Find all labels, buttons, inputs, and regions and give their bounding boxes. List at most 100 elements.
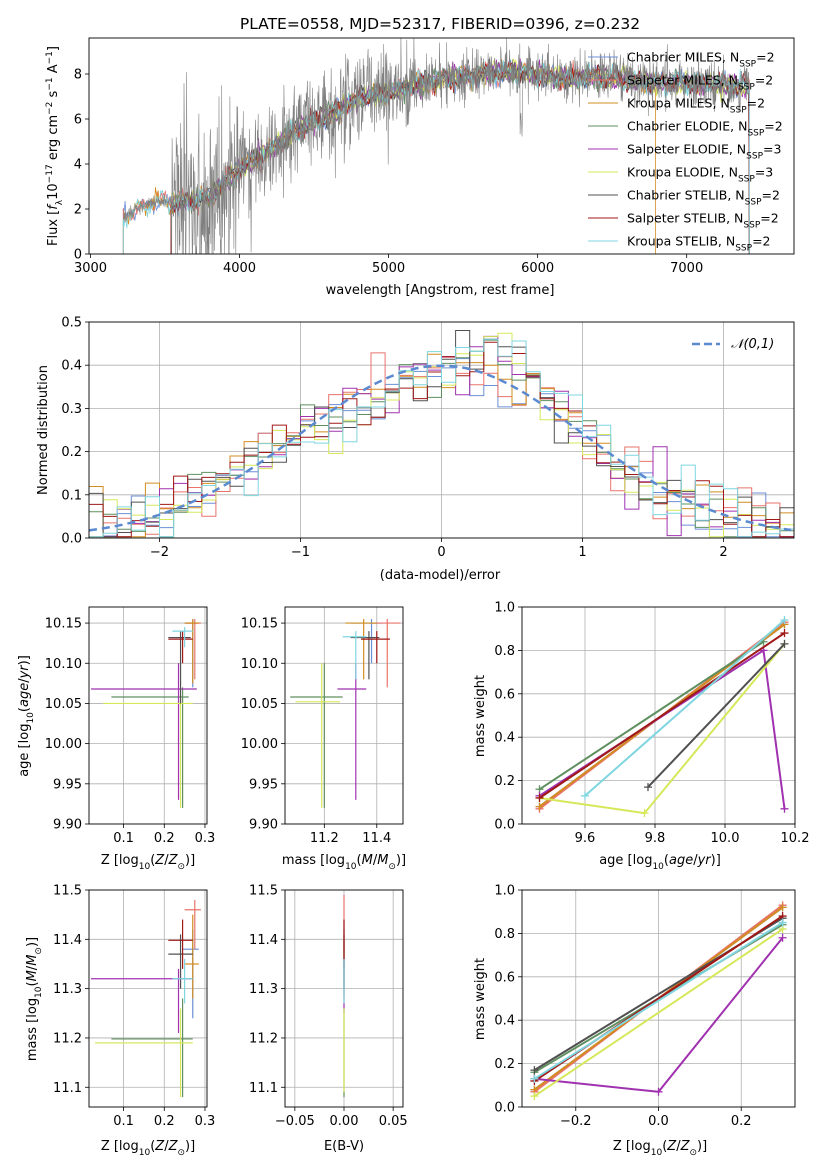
y-axis-label-part: 10	[46, 183, 61, 200]
x-axis-label: (data-model)/error	[380, 568, 501, 583]
x-tick-label: 10.2	[781, 831, 810, 846]
legend-entry: Salpeter STELIB, NSSP=2	[627, 211, 779, 231]
legend-entry-label: Chabrier MILES, N	[627, 50, 739, 65]
y-tick-label: 0.8	[494, 927, 515, 942]
x-axis-label-part: 10	[651, 1148, 663, 1158]
x-axis-label-part: /	[164, 853, 169, 868]
x-tick-label: 0.0	[648, 1114, 669, 1129]
y-axis-label: Normed distribution	[36, 365, 51, 495]
x-axis-label: age [log10(age/yr)]	[599, 853, 721, 872]
x-axis-label: mass [log10(M/M⊙)]	[282, 853, 406, 872]
weight-marker	[644, 783, 652, 792]
x-axis-label-part: Z	[154, 853, 165, 868]
y-tick-label: 11.4	[53, 933, 82, 948]
x-tick-label: 0.00	[330, 1114, 359, 1129]
y-axis-label-part: yr	[17, 664, 32, 680]
y-axis-label: mass weight	[473, 958, 488, 1040]
x-axis-label-part: /	[693, 853, 698, 868]
x-axis-label-part: 10	[652, 862, 664, 872]
y-tick-label: 0.2	[61, 445, 82, 460]
y-tick-label: 0.2	[494, 1057, 515, 1072]
x-axis-label-part: Z	[666, 1139, 677, 1154]
weight-series-line	[647, 643, 786, 788]
x-axis-label-part: /	[373, 853, 378, 868]
y-axis-label-part: f	[46, 203, 61, 210]
x-tick-label: 0.1	[113, 1114, 134, 1129]
legend-entry: Salpeter MILES, NSSP=2	[627, 73, 773, 93]
y-tick-label: 0.8	[494, 644, 515, 659]
y-tick-label: 11.3	[53, 982, 82, 997]
x-tick-label: −0.2	[560, 1114, 592, 1129]
weight-vs-Z-axes: −0.2 0.0 0.20.00.20.40.60.81.0Z [log10(Z/Z…	[473, 884, 796, 1158]
age-vs-mass-frame	[284, 606, 404, 825]
y-axis-label-part: ]	[46, 46, 61, 51]
residuals-plot-area	[89, 322, 794, 538]
x-axis-label-part: 10	[139, 1148, 151, 1158]
y-axis-label: age [log10(age/yr)]	[17, 655, 36, 777]
y-tick-label: 10.05	[45, 697, 82, 712]
y-axis-label-part: M	[25, 970, 40, 981]
y-tick-label: 11.3	[249, 982, 278, 997]
y-tick-label: 11.1	[249, 1081, 278, 1096]
y-tick-label: 11.5	[249, 884, 278, 899]
x-tick-label: 11.4	[362, 831, 391, 846]
y-tick-label: 0.6	[494, 970, 515, 985]
age-vs-Z-frame	[88, 606, 208, 825]
weight-vs-Z-frame	[521, 889, 796, 1108]
legend-entry-label: Salpeter ELODIE, N	[627, 142, 746, 157]
y-axis-label-part: 10	[26, 712, 36, 724]
mass-vs-ebv-plot-area	[285, 890, 403, 1107]
x-axis-label-part: )]	[711, 853, 721, 868]
x-tick-label: 0.3	[195, 1114, 216, 1129]
y-tick-label: 0.6	[494, 687, 515, 702]
weight-vs-age-axes: 9.6 9.8 10.0 10.2 0.0 0.2 0.4 0.6 0.8 1.0 age [log…	[473, 601, 809, 873]
x-tick-label: 10.0	[711, 831, 740, 846]
x-axis-label-part: (	[150, 853, 155, 868]
x-axis-label-part: 10	[139, 862, 151, 872]
spectrum-data-line	[123, 38, 750, 254]
y-tick-label: 10.15	[45, 617, 82, 632]
y-tick-label: 0.4	[61, 359, 82, 374]
x-tick-label: 4000	[223, 261, 256, 276]
x-axis-label: E(B-V)	[324, 1139, 364, 1154]
x-axis-label-part: (	[662, 1139, 667, 1154]
legend-entry: Kroupa STELIB, NSSP=2	[627, 234, 771, 254]
x-tick-label: 3000	[74, 261, 107, 276]
figure-title: PLATE=0558, MJD=52317, FIBERID=0396, z=0…	[240, 15, 640, 33]
x-axis-label-part: Z [log	[101, 853, 139, 868]
x-axis-label-part: ⊙	[177, 1148, 185, 1158]
y-tick-label: 8	[74, 68, 82, 83]
x-axis-label-part: age [log	[599, 853, 652, 868]
y-tick-label: 11.5	[53, 884, 82, 899]
weight-marker	[778, 903, 787, 912]
weight-marker	[530, 1066, 539, 1075]
mass-vs-ebv-frame	[284, 889, 404, 1108]
y-tick-label: 1.0	[494, 884, 515, 899]
x-axis-label-part: Z	[154, 1139, 165, 1154]
y-axis-label-part: Flux [	[46, 210, 61, 246]
y-axis-label-part: s	[46, 90, 61, 101]
legend-entry-sub: SSP	[730, 106, 747, 116]
y-tick-label: 0.5	[61, 316, 82, 331]
x-axis-label: Z [log10(Z/Z⊙)]	[101, 853, 195, 872]
x-axis-label-part: M	[377, 853, 388, 868]
y-tick-label: 0.4	[494, 731, 515, 746]
weight-marker	[581, 791, 589, 800]
x-tick-label: 9.8	[645, 831, 666, 846]
gaussian-curve	[89, 364, 792, 532]
x-axis-label-part: Z	[168, 1139, 179, 1154]
x-tick-label: 9.6	[575, 831, 596, 846]
legend-entry-label: Salpeter MILES, N	[627, 73, 738, 88]
y-axis-label-part: 10	[34, 986, 44, 998]
y-axis-label-part: /	[17, 678, 32, 683]
x-tick-label: 0.2	[731, 1114, 752, 1129]
legend-entry-suffix: =2	[755, 73, 773, 88]
legend-entry-sub: SSP	[735, 244, 752, 254]
y-axis-label-part: )]	[17, 655, 32, 665]
x-axis-label-part: (	[150, 1139, 155, 1154]
x-axis-label: wavelength [Angstrom, rest frame]	[326, 283, 555, 298]
x-tick-label: 1	[578, 545, 586, 560]
x-tick-label: 5000	[372, 261, 405, 276]
legend-entry-label: Kroupa STELIB, N	[627, 234, 735, 249]
y-axis-label-part: )]	[25, 937, 40, 947]
